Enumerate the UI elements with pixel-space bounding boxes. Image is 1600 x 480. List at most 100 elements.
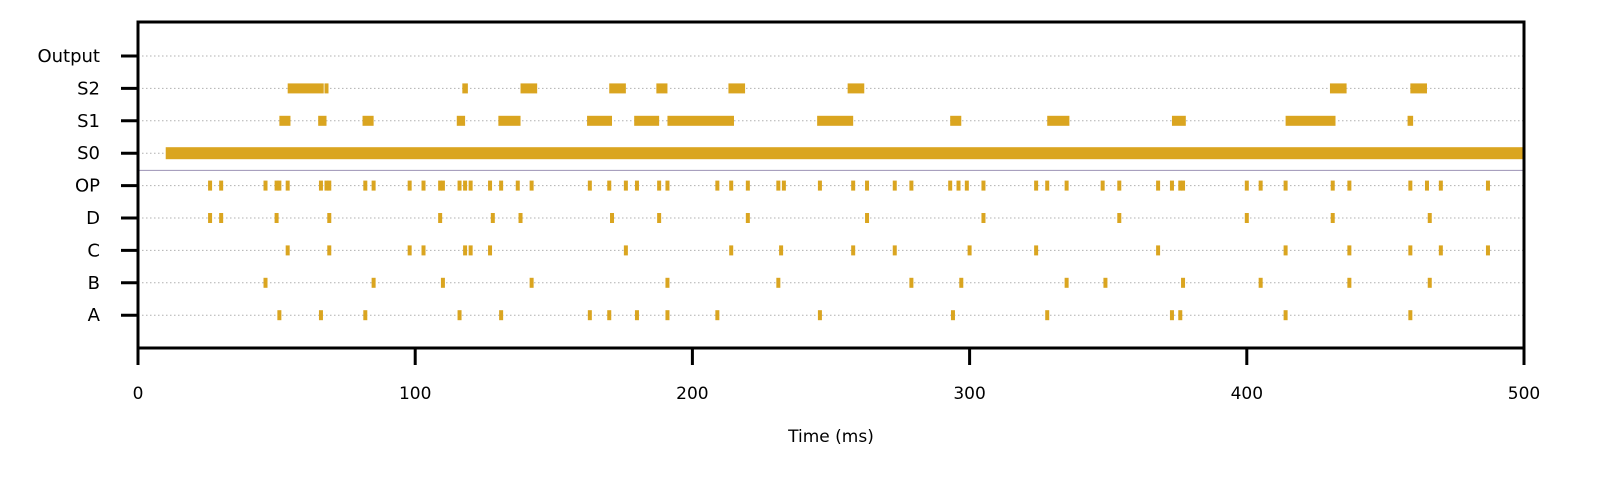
event-s1-5 — [587, 115, 613, 126]
event-op-53 — [1283, 180, 1288, 191]
event-op-23 — [607, 180, 612, 191]
event-s1-11 — [1171, 115, 1186, 126]
event-op-13 — [438, 180, 443, 191]
event-c-18 — [1438, 245, 1443, 256]
event-op-28 — [715, 180, 720, 191]
x-axis-title: Time (ms) — [787, 427, 874, 447]
event-op-11 — [407, 180, 412, 191]
xtick-label-400: 400 — [1231, 384, 1263, 404]
event-d-14 — [1330, 213, 1335, 223]
xtick-label-500: 500 — [1508, 384, 1540, 404]
event-op-25 — [634, 180, 639, 191]
event-op-19 — [499, 180, 504, 191]
event-op-49 — [1178, 180, 1183, 191]
event-op-51 — [1244, 180, 1249, 191]
event-c-16 — [1347, 245, 1352, 256]
event-op-58 — [1438, 180, 1443, 191]
event-op-36 — [892, 180, 897, 191]
event-c-14 — [1156, 245, 1161, 256]
event-a-9 — [715, 310, 720, 321]
xtick-label-100: 100 — [399, 384, 431, 404]
event-op-3 — [274, 180, 279, 191]
event-op-56 — [1408, 180, 1413, 191]
event-c-13 — [1034, 245, 1039, 256]
event-op-6 — [318, 180, 323, 191]
event-c-7 — [623, 245, 628, 256]
xtick-label-300: 300 — [953, 384, 985, 404]
gridlines — [138, 55, 1524, 316]
event-a-0 — [277, 310, 282, 321]
event-b-4 — [665, 277, 670, 288]
event-s2-8 — [1329, 83, 1347, 94]
event-a-2 — [363, 310, 368, 321]
event-s1-9 — [950, 115, 962, 126]
ytick-label-d: D — [86, 208, 100, 229]
event-op-10 — [371, 180, 376, 191]
event-b-11 — [1258, 277, 1263, 288]
event-c-17 — [1408, 245, 1413, 256]
event-a-16 — [1408, 310, 1413, 321]
ytick-label-op: OP — [75, 176, 100, 197]
event-s2-3 — [520, 83, 538, 94]
event-op-30 — [745, 180, 750, 191]
event-op-52 — [1258, 180, 1263, 191]
event-d-0 — [208, 213, 213, 223]
event-op-31 — [776, 180, 781, 191]
event-op-8 — [327, 180, 332, 191]
event-op-27 — [665, 180, 670, 191]
event-s2-5 — [656, 83, 668, 94]
event-op-55 — [1347, 180, 1352, 191]
event-a-15 — [1283, 310, 1288, 321]
event-op-59 — [1485, 180, 1490, 191]
event-c-8 — [729, 245, 734, 256]
event-op-35 — [865, 180, 870, 191]
event-s2-1 — [324, 83, 329, 94]
event-op-17 — [468, 180, 473, 191]
event-op-15 — [457, 180, 462, 191]
event-c-3 — [421, 245, 426, 256]
ytick-label-a: A — [88, 305, 101, 326]
event-op-40 — [964, 180, 969, 191]
event-b-10 — [1181, 277, 1186, 288]
event-op-45 — [1100, 180, 1105, 191]
event-d-2 — [274, 213, 279, 223]
row-d — [208, 213, 1432, 223]
event-b-9 — [1103, 277, 1108, 288]
event-s1-10 — [1047, 115, 1070, 126]
event-s1-12 — [1285, 115, 1336, 126]
event-s1-1 — [318, 115, 327, 126]
event-op-22 — [587, 180, 592, 191]
event-b-3 — [529, 277, 534, 288]
event-a-13 — [1169, 310, 1174, 321]
event-op-39 — [956, 180, 961, 191]
x-axis-ticks: 0 100 200 300 400 500 — [133, 348, 1540, 404]
event-b-5 — [776, 277, 781, 288]
event-s0-0 — [165, 147, 1525, 160]
row-s2 — [287, 83, 1427, 94]
event-c-12 — [967, 245, 972, 256]
event-op-44 — [1064, 180, 1069, 191]
ytick-label-output: Output — [37, 46, 100, 67]
event-op-4 — [277, 180, 282, 191]
event-op-47 — [1156, 180, 1161, 191]
event-c-1 — [327, 245, 332, 256]
event-c-6 — [488, 245, 493, 256]
event-op-33 — [817, 180, 822, 191]
row-b — [263, 277, 1432, 288]
event-s1-4 — [498, 115, 521, 126]
event-a-10 — [817, 310, 822, 321]
event-op-5 — [285, 180, 290, 191]
event-op-0 — [208, 180, 213, 191]
event-a-4 — [499, 310, 504, 321]
event-op-38 — [948, 180, 953, 191]
event-a-11 — [950, 310, 955, 321]
event-op-43 — [1045, 180, 1050, 191]
spike-events — [165, 83, 1525, 321]
event-s2-2 — [462, 83, 468, 94]
ytick-label-c: C — [87, 240, 100, 261]
event-s1-2 — [362, 115, 374, 126]
event-op-26 — [657, 180, 662, 191]
event-c-11 — [892, 245, 897, 256]
